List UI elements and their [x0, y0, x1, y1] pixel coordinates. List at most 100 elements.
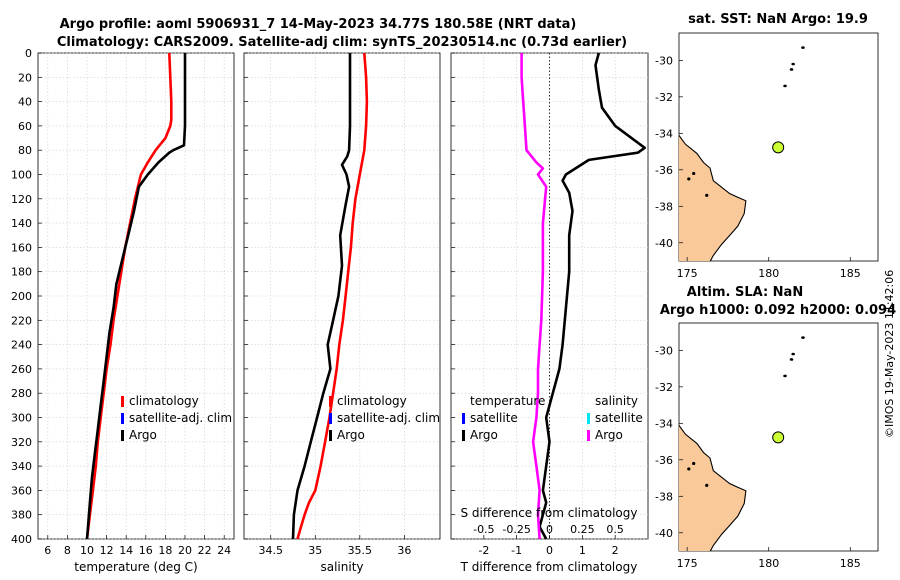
x-tick-label: 12	[100, 544, 114, 557]
salinity-panel: 34.5 35 35.5 36 salinity climatology satell…	[243, 52, 441, 574]
legend-swatch-climatology	[329, 396, 332, 407]
salinity-tick-labels: 34.5 35 35.5 36	[258, 544, 411, 557]
legend-label-argo: Argo	[337, 428, 365, 442]
depth-tick-label: 140	[11, 217, 32, 230]
temperature-legend: climatology satellite-adj. clim Argo	[121, 394, 232, 442]
x-tick-label: 24	[217, 544, 231, 557]
s-difference-tick-labels: -0.5 -0.25 0 0.25 0.5	[473, 523, 624, 536]
legend-label-t-argo: Argo	[470, 428, 498, 442]
latitude-tick-label: -34	[655, 127, 673, 140]
islet	[705, 483, 709, 487]
depth-tick-label: 360	[11, 484, 32, 497]
depth-tick-label: 0	[25, 47, 32, 60]
legend-label-climatology: climatology	[129, 394, 199, 408]
islet	[705, 193, 709, 197]
longitude-tick-label: 180	[758, 267, 779, 280]
x-tick-label: 10	[80, 544, 94, 557]
difference-panel: -2 -1 0 1 2 -0.5 -0.25 0 0.25 0.5 S difference f…	[450, 52, 649, 574]
s-tick-label: -0.25	[502, 523, 530, 536]
x-tick-label: 20	[178, 544, 192, 557]
sst-map-title: sat. SST: NaN Argo: 19.9	[688, 12, 868, 27]
depth-tick-label: 100	[11, 169, 32, 182]
temperature-tick-labels: 6 8 10 12 14 16 18 20 22 24	[44, 544, 231, 557]
legend-label-argo: Argo	[129, 428, 157, 442]
depth-tick-label: 20	[18, 71, 32, 84]
x-tick-label: 14	[119, 544, 133, 557]
s-difference-xlabel: S difference from climatology	[461, 506, 638, 520]
latitude-tick-label: -32	[655, 381, 673, 394]
s-tick-label: 0	[546, 523, 553, 536]
x-tick-label: 0	[546, 544, 553, 557]
legend-swatch-argo	[121, 430, 124, 441]
kermadec-island	[801, 46, 805, 49]
s-tick-label: 0.25	[570, 523, 595, 536]
depth-tick-label: 120	[11, 193, 32, 206]
x-tick-label: 16	[139, 544, 153, 557]
title-line-2: Climatology: CARS2009. Satellite-adj cli…	[57, 35, 627, 50]
x-tick-label: 6	[44, 544, 51, 557]
legend-swatch-satellite	[329, 413, 332, 424]
kermadec-island	[791, 352, 795, 356]
t-difference-tick-labels: -2 -1 0 1 2	[478, 544, 618, 557]
legend-title-salinity: salinity	[595, 394, 638, 408]
legend-label-s-argo: Argo	[595, 428, 623, 442]
sla-map-title: Altim. SLA: NaN	[687, 285, 803, 300]
argo-float-marker	[772, 141, 785, 154]
legend-label-satellite: satellite-adj. clim	[337, 411, 440, 425]
kermadec-island	[801, 336, 805, 339]
s-tick-label: 0.5	[606, 523, 624, 536]
legend-label-satellite: satellite-adj. clim	[129, 411, 232, 425]
salinity-legend: climatology satellite-adj. clim Argo	[329, 394, 440, 442]
islet	[687, 177, 691, 181]
temperature-panel: 0 20 40 60 80 100 120 140 160 180 200 220 240 260 280 3…	[11, 47, 235, 574]
depth-tick-label: 60	[18, 120, 32, 133]
sla-map-subtitle: Argo h1000: 0.092 h2000: 0.094	[660, 303, 896, 318]
land-new-zealand	[679, 424, 747, 551]
depth-tick-label: 300	[11, 412, 32, 425]
depth-tick-label: 220	[11, 314, 32, 327]
title-line-1: Argo profile: aoml 5906931_7 14-May-2023…	[60, 17, 577, 32]
x-tick-label: 35	[308, 544, 322, 557]
x-tick-label: 2	[612, 544, 619, 557]
latitude-tick-label: -34	[655, 417, 673, 430]
latitude-tick-label: -36	[655, 164, 673, 177]
legend-swatch-s-satellite	[587, 413, 590, 424]
x-tick-label: 34.5	[258, 544, 283, 557]
longitude-tick-label: 185	[840, 267, 861, 280]
difference-legend: temperature satellite Argo salinity sate…	[462, 394, 643, 442]
depth-tick-label: 240	[11, 339, 32, 352]
legend-label-climatology: climatology	[337, 394, 407, 408]
series-climatology	[296, 52, 369, 540]
legend-swatch-climatology	[121, 396, 124, 407]
salinity-grid	[244, 52, 440, 540]
difference-lines	[520, 52, 647, 540]
sla-map: Altim. SLA: NaN Argo h1000: 0.092 h2000:…	[655, 285, 896, 570]
depth-tick-label: 160	[11, 241, 32, 254]
depth-tick-label: 380	[11, 509, 32, 522]
x-tick-label: 1	[579, 544, 586, 557]
series-argo	[291, 53, 352, 540]
depth-tick-label: 200	[11, 290, 32, 303]
kermadec-island	[783, 84, 787, 88]
latitude-tick-label: -30	[655, 344, 673, 357]
islet	[687, 467, 691, 471]
depth-tick-label: 80	[18, 144, 32, 157]
islet	[692, 461, 696, 466]
depth-tick-label: 40	[18, 96, 32, 109]
latitude-tick-label: -38	[655, 200, 673, 213]
legend-label-s-satellite: satellite	[595, 411, 643, 425]
x-tick-label: -1	[511, 544, 522, 557]
legend-swatch-satellite	[121, 413, 124, 424]
sst-map: sat. SST: NaN Argo: 19.9 175 180 185 -30 -32…	[655, 12, 879, 280]
longitude-tick-label: 185	[840, 557, 861, 570]
x-tick-label: 35.5	[348, 544, 373, 557]
legend-swatch-s-argo	[587, 430, 590, 441]
x-tick-label: 22	[198, 544, 212, 557]
latitude-tick-label: -36	[655, 454, 673, 467]
latitude-tick-label: -32	[655, 91, 673, 104]
kermadec-island	[791, 62, 795, 66]
depth-tick-label: 400	[11, 533, 32, 546]
kermadec-island	[789, 68, 794, 71]
salinity-xlabel: salinity	[320, 560, 363, 574]
depth-tick-label: 320	[11, 436, 32, 449]
